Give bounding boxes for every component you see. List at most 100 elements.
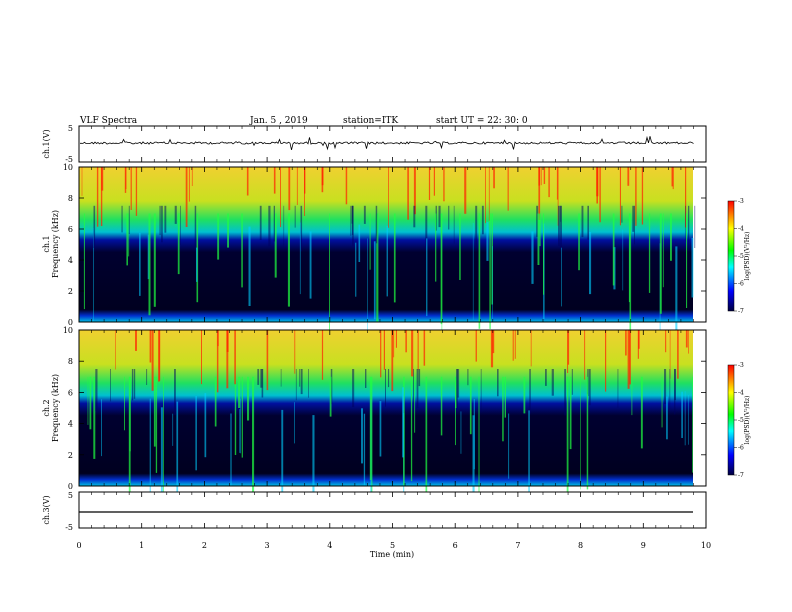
x-tick-label-2: 2 <box>202 541 207 550</box>
spectrogram-streak <box>507 167 509 211</box>
spectrogram-streak <box>386 225 388 297</box>
spectrogram-streak <box>216 330 219 393</box>
spectrogram-streak <box>83 213 85 310</box>
ch3-ylabel: ch.3(V) <box>42 495 51 524</box>
y-tick-label-2: 2 <box>68 287 73 296</box>
spectrogram-streak <box>589 369 591 406</box>
spectrogram-streak <box>121 205 123 233</box>
colorbar-tick-label--5: -5 <box>738 253 744 260</box>
spectrogram-streak <box>688 394 689 445</box>
spectrogram-streak <box>174 369 176 416</box>
spectrogram-streak <box>560 205 562 222</box>
spectrogram-streak <box>268 205 271 247</box>
spectrogram-streak <box>294 402 295 444</box>
spectrogram-streak <box>295 369 297 401</box>
spectrogram-streak <box>567 330 569 373</box>
y-tick-label-2: 2 <box>68 451 73 460</box>
spectrogram-streak <box>369 376 372 480</box>
y-tick-label-10: 10 <box>63 163 73 172</box>
date-label: Jan. 5 , 2019 <box>249 116 308 126</box>
colorbar-tick-label--3: -3 <box>738 362 744 369</box>
spectrogram-streak <box>365 369 367 388</box>
spectrogram-streak <box>531 231 534 284</box>
spectrogram-streak <box>675 246 678 343</box>
spectrogram-streak <box>161 205 163 243</box>
spectrogram-streak <box>410 376 413 482</box>
spectrogram-streak <box>238 376 241 408</box>
spectrogram-streak <box>395 330 397 348</box>
spectrogram-streak <box>125 167 127 189</box>
spectrogram-streak <box>380 330 382 378</box>
spectrogram-streak <box>287 213 290 307</box>
spectrogram-streak <box>280 167 281 227</box>
spectrogram-streak <box>426 238 428 317</box>
spectrogram-streak <box>475 330 477 362</box>
spectrogram-streak <box>321 167 324 186</box>
spectrogram-streak <box>300 205 303 252</box>
spectrogram-streak <box>371 376 373 496</box>
spectrogram-streak <box>612 213 615 286</box>
spectrogram-streak <box>677 330 679 379</box>
ch1-ytick-bottom: -5 <box>65 155 73 164</box>
spectrogram-streak <box>635 167 637 226</box>
y-tick-label-10: 10 <box>63 326 73 335</box>
ch1-spectrogram-panel: 0 2 4 6 8 10 ch.1 Frequency (kHz) <box>42 163 707 343</box>
spectrogram-streak <box>204 393 207 458</box>
spectrogram-streak <box>632 205 635 232</box>
colorbar-tick-label--4: -4 <box>738 226 744 233</box>
spectrogram-streak <box>351 205 353 224</box>
x-tick-label-0: 0 <box>76 541 81 550</box>
spectrogram-streak <box>619 167 621 226</box>
spectrogram-streak <box>666 396 668 440</box>
spectrogram-streak <box>453 205 455 244</box>
spectrogram-streak <box>425 205 428 250</box>
spectrogram-streak <box>417 330 419 370</box>
spectrogram-streak <box>530 330 532 367</box>
spectrogram-streak <box>628 213 630 303</box>
spectrogram-streak <box>288 167 291 211</box>
spectrogram-streak <box>551 369 554 396</box>
spectrogram-streak <box>669 330 671 379</box>
spectrogram-streak <box>383 330 385 370</box>
spectrogram-streak <box>584 330 586 380</box>
spectrogram-streak <box>493 167 495 189</box>
spectrogram-streak <box>686 213 688 308</box>
spectrogram-streak <box>87 376 89 425</box>
spectrogram-streak <box>299 369 301 387</box>
spectrogram-streak <box>629 330 631 385</box>
spectrogram-streak <box>661 376 663 428</box>
spectrogram-streak <box>388 167 389 228</box>
spectrogram-streak <box>580 376 581 490</box>
x-tick-label-6: 6 <box>453 541 458 550</box>
x-tick-label-1: 1 <box>139 541 144 550</box>
spectrogram-streak <box>456 369 458 409</box>
spectrogram-streak <box>627 167 630 186</box>
spectrogram-streak <box>472 415 475 502</box>
spectrogram-streak <box>418 369 421 387</box>
spectrogram-streak <box>492 246 493 321</box>
spectrogram-streak <box>435 213 437 282</box>
spectrogram-streak <box>672 167 674 190</box>
spectrogram-streak <box>375 205 378 244</box>
spectrogram-streak <box>227 213 229 248</box>
x-tick-label-7: 7 <box>515 541 520 550</box>
spectrogram-streak <box>148 213 151 316</box>
spectrogram-streak <box>329 213 330 334</box>
spectrogram-streak <box>274 213 277 278</box>
spectrogram-streak <box>694 205 696 248</box>
spectrogram-streak <box>126 213 128 266</box>
spectrogram-streak <box>564 369 566 416</box>
spectrogram-streak <box>664 369 667 405</box>
spectrogram-streak <box>558 205 560 246</box>
spectrogram-streak <box>662 213 664 288</box>
spectrogram-streak <box>648 213 651 293</box>
spectrogram-streak <box>257 369 260 385</box>
spectrogram-streak <box>185 167 188 227</box>
spectrogram-streak <box>459 213 461 280</box>
colorbar-ch1-label: log(PSD)(V²/Hz) <box>744 232 751 281</box>
x-tick-label-4: 4 <box>327 541 332 550</box>
spectrogram-streak <box>523 376 526 414</box>
spectrogram-streak <box>281 409 284 500</box>
y-tick-label-6: 6 <box>68 225 73 234</box>
y-tick-label-4: 4 <box>68 256 73 265</box>
